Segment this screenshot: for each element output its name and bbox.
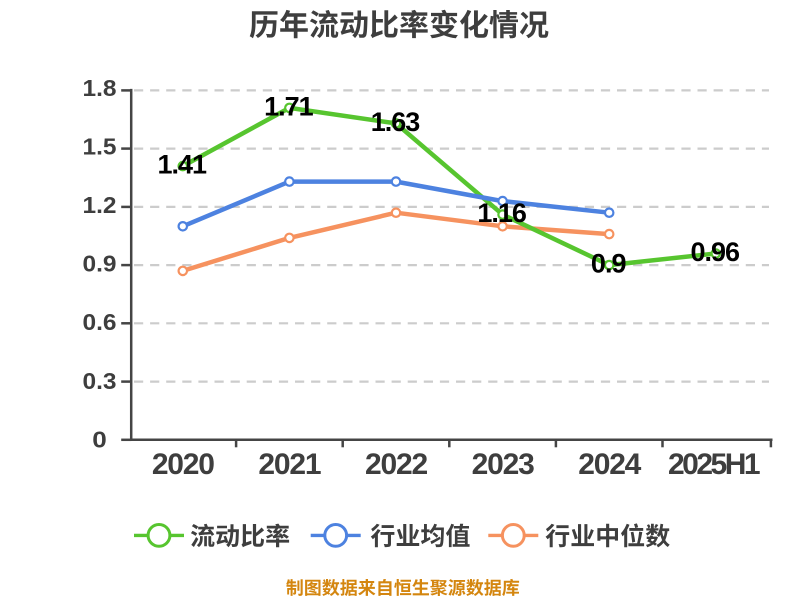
svg-text:2021: 2021: [258, 448, 320, 481]
svg-text:0.9: 0.9: [591, 249, 627, 279]
svg-text:1.16: 1.16: [477, 198, 527, 228]
svg-text:1.41: 1.41: [158, 150, 208, 180]
svg-text:2022: 2022: [365, 448, 427, 481]
svg-text:1.63: 1.63: [371, 107, 421, 137]
svg-text:1.2: 1.2: [83, 192, 117, 218]
svg-text:0.6: 0.6: [83, 309, 117, 335]
svg-text:0.9: 0.9: [83, 251, 117, 277]
svg-text:2024: 2024: [578, 448, 641, 481]
svg-text:0: 0: [92, 426, 107, 452]
svg-text:1.5: 1.5: [83, 133, 117, 159]
svg-text:0.96: 0.96: [691, 237, 741, 267]
svg-text:1.71: 1.71: [264, 91, 314, 121]
svg-text:1.8: 1.8: [83, 75, 117, 101]
svg-text:2020: 2020: [152, 448, 214, 481]
svg-text:0.3: 0.3: [83, 368, 117, 394]
svg-text:2023: 2023: [472, 448, 534, 481]
svg-text:2025H1: 2025H1: [668, 448, 760, 481]
